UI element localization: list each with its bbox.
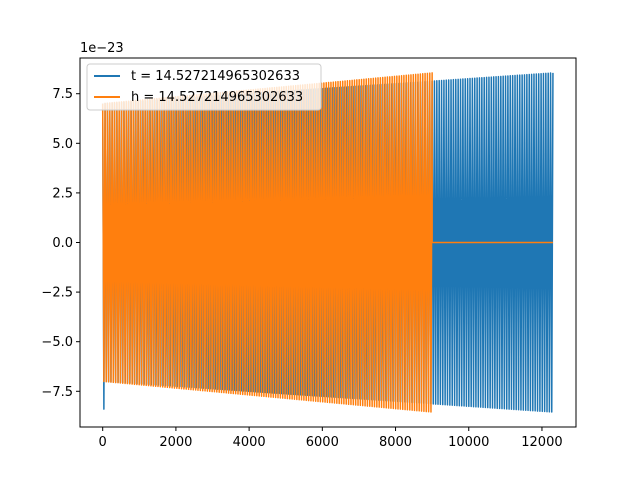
legend-label-h: h = 14.527214965302633 bbox=[131, 90, 303, 105]
y-tick-label: 7.5 bbox=[52, 87, 73, 102]
legend: t = 14.527214965302633 h = 14.5272149653… bbox=[86, 63, 322, 111]
series-line-h bbox=[101, 72, 553, 413]
y-tick-label: 5.0 bbox=[52, 137, 73, 152]
series-layer bbox=[101, 72, 554, 413]
y-tick-label: 0.0 bbox=[52, 236, 73, 251]
x-tick-label: 0 bbox=[99, 435, 107, 450]
x-tick-label: 4000 bbox=[233, 435, 266, 450]
y-tick-label: −5.0 bbox=[41, 335, 73, 350]
y-axis: −7.5 −5.0 −2.5 0.0 2.5 5.0 7.5 bbox=[41, 87, 80, 400]
x-tick-label: 8000 bbox=[379, 435, 412, 450]
legend-label-t: t = 14.527214965302633 bbox=[131, 69, 300, 84]
x-tick-label: 2000 bbox=[159, 435, 192, 450]
y-tick-label: 2.5 bbox=[52, 186, 73, 201]
plot-area bbox=[79, 57, 577, 428]
x-axis: 0 2000 4000 6000 8000 10000 12000 bbox=[99, 427, 563, 450]
x-tick-label: 12000 bbox=[521, 435, 562, 450]
y-offset-text: 1e−23 bbox=[80, 41, 124, 56]
legend-box bbox=[86, 63, 322, 111]
x-tick-label: 10000 bbox=[448, 435, 489, 450]
y-tick-label: −2.5 bbox=[41, 286, 73, 301]
y-tick-label: −7.5 bbox=[41, 385, 73, 400]
x-tick-label: 6000 bbox=[306, 435, 339, 450]
